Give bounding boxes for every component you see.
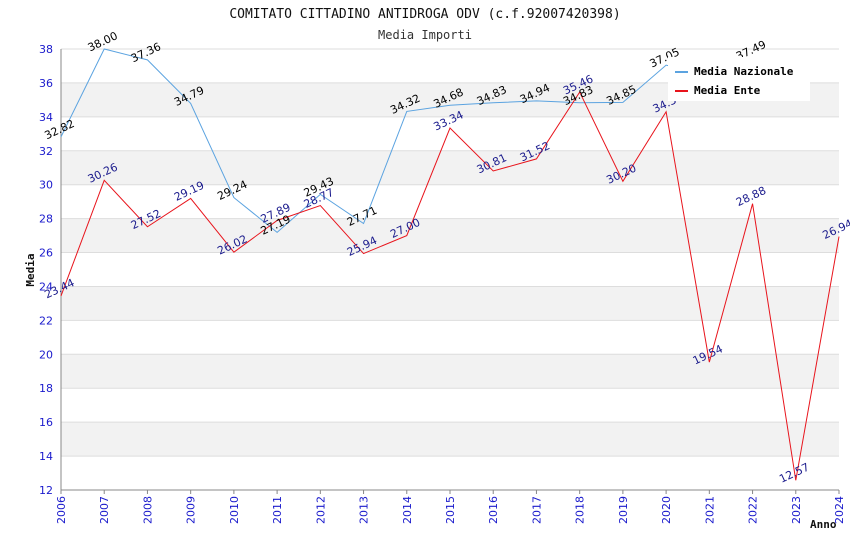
x-tick-label: 2020 [660, 496, 673, 524]
grid-band [61, 184, 839, 219]
legend-entry: Media Ente [694, 84, 761, 97]
grid-band [61, 150, 839, 185]
x-tick-label: 2023 [790, 496, 803, 524]
y-tick-label: 38 [39, 43, 53, 56]
x-tick-label: 2024 [833, 496, 846, 524]
grid-band [61, 320, 839, 355]
legend: Media Nazionale Media Ente [668, 57, 810, 101]
x-tick-label: 2021 [703, 496, 716, 524]
chart-title: COMITATO CITTADINO ANTIDROGA ODV (c.f.92… [229, 7, 620, 22]
chart-subtitle: Media Importi [378, 28, 472, 42]
grid-lines [61, 48, 839, 491]
y-tick-label: 20 [39, 348, 53, 361]
series-line-media-nazionale [60, 48, 753, 234]
y-tick-label: 28 [39, 213, 53, 226]
x-tick-label: 2015 [444, 496, 457, 524]
y-tick-label: 12 [39, 484, 53, 497]
y-tick-label: 24 [39, 280, 53, 293]
y-tick-label: 34 [39, 111, 53, 124]
y-tick-label: 32 [39, 145, 53, 158]
x-tick-label: 2012 [314, 496, 327, 524]
grid-band [61, 388, 839, 423]
legend-entry: Media Nazionale [694, 65, 794, 78]
x-tick-label: 2017 [530, 496, 543, 524]
x-axis-label: Anno [810, 518, 837, 531]
grid-band [61, 354, 839, 389]
grid-band [61, 116, 839, 151]
x-tick-label: 2016 [487, 496, 500, 524]
y-tick-label: 30 [39, 179, 53, 192]
x-tick-label: 2006 [55, 496, 68, 524]
x-axis-ticks: 2006 2007 2008 2009 2010 2011 2012 2013 2014 2015… [55, 490, 846, 524]
x-tick-label: 2007 [98, 496, 111, 524]
grid-band [61, 218, 839, 253]
legend-box [668, 57, 810, 101]
x-tick-label: 2010 [228, 496, 241, 524]
x-tick-label: 2014 [401, 496, 414, 524]
grid-band [61, 422, 839, 457]
x-tick-label: 2009 [185, 496, 198, 524]
y-tick-label: 18 [39, 382, 53, 395]
x-tick-label: 2013 [358, 496, 371, 524]
series-line-media-ente [60, 91, 840, 481]
x-tick-label: 2018 [574, 496, 587, 524]
x-tick-label: 2008 [141, 496, 154, 524]
series-lines [60, 48, 840, 481]
x-tick-label: 2019 [617, 496, 630, 524]
grid-band [61, 252, 839, 287]
y-tick-label: 36 [39, 77, 53, 90]
y-tick-label: 14 [39, 450, 53, 463]
y-tick-label: 26 [39, 247, 53, 260]
x-tick-label: 2011 [271, 496, 284, 524]
y-tick-label: 22 [39, 314, 53, 327]
y-axis-label: Media [24, 253, 37, 286]
grid-band [61, 286, 839, 321]
grid-band [61, 456, 839, 490]
y-axis-ticks: 12 14 16 18 20 22 24 26 28 30 32 34 36 38 [39, 43, 53, 497]
y-tick-label: 16 [39, 416, 53, 429]
x-tick-label: 2022 [747, 496, 760, 524]
